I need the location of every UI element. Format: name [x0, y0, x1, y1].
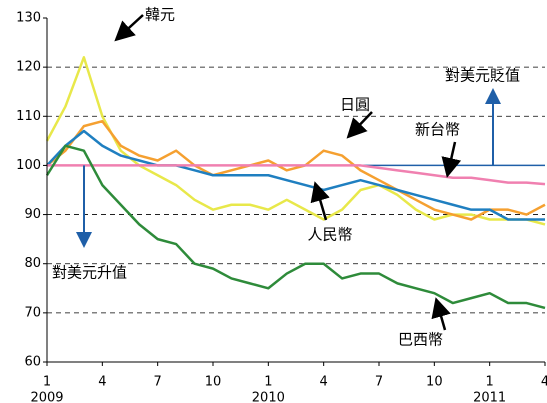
series-annotation: 人民幣 — [307, 226, 352, 244]
x-year-label: 2011 — [473, 391, 506, 403]
x-tick-label: 7 — [154, 375, 162, 390]
y-tick-label: 130 — [16, 11, 41, 26]
series-annotation: 日圓 — [340, 96, 370, 114]
x-tick-label: 4 — [320, 375, 328, 390]
y-tick-label: 120 — [16, 60, 41, 75]
x-year-label: 2009 — [30, 391, 63, 403]
y-tick-label: 80 — [24, 256, 41, 271]
annotation-arrow — [114, 14, 144, 42]
series-annotation: 巴西幣 — [398, 331, 443, 349]
annotation-arrow — [441, 141, 462, 178]
x-tick-label: 7 — [375, 375, 383, 390]
series-line — [45, 144, 546, 310]
y-tick-label: 60 — [24, 355, 41, 370]
annotation: 對美元貶值 — [445, 67, 520, 85]
series-line — [47, 164, 546, 186]
y-tick-label: 90 — [24, 207, 41, 222]
y-tick-label: 110 — [16, 109, 41, 124]
x-tick-label: 10 — [205, 375, 222, 390]
x-tick-label: 10 — [426, 375, 443, 390]
x-tick-label: 1 — [486, 375, 494, 390]
x-tick-label: 1 — [43, 375, 51, 390]
x-tick-label: 4 — [541, 375, 547, 390]
series-annotation: 韓元 — [145, 6, 175, 24]
annotation-arrow — [431, 297, 451, 331]
x-tick-label: 1 — [264, 375, 272, 390]
annotation-arrow — [346, 111, 373, 139]
series-annotation: 新台幣 — [415, 121, 460, 139]
y-tick-label: 70 — [24, 305, 41, 320]
x-year-label: 2010 — [252, 391, 285, 403]
annotation: 對美元升值 — [52, 264, 127, 282]
series-line — [46, 129, 545, 221]
x-tick-label: 4 — [98, 375, 106, 390]
y-tick-label: 100 — [16, 158, 41, 173]
series-line — [46, 119, 546, 221]
annotation-arrow — [310, 181, 330, 221]
